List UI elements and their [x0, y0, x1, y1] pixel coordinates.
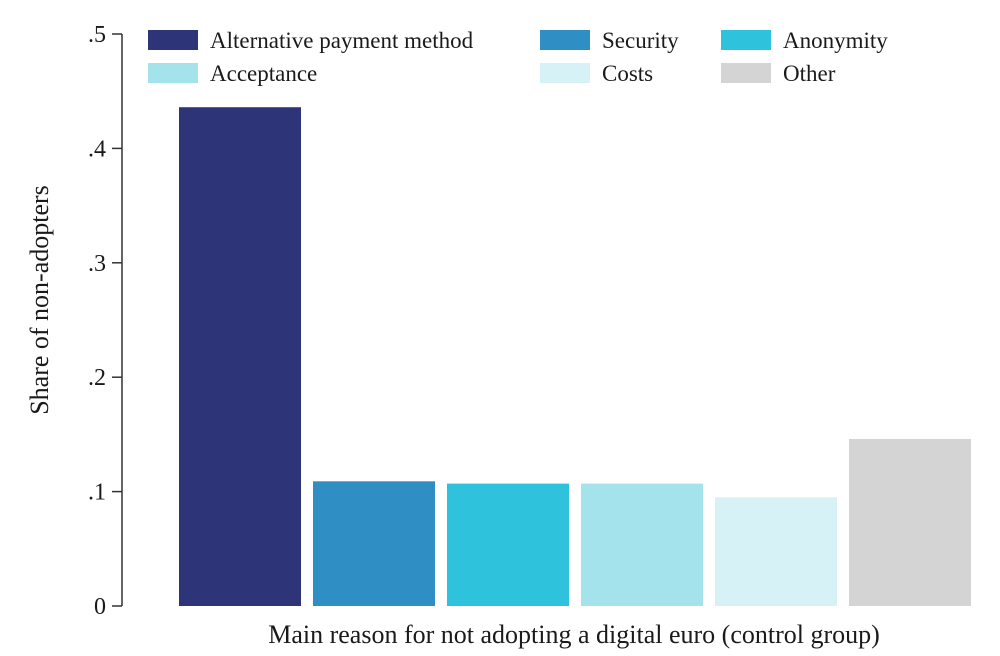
y-tick-label: .4: [88, 136, 106, 162]
legend-swatch: [148, 30, 198, 50]
legend-label: Costs: [602, 61, 653, 86]
legend-label: Alternative payment method: [210, 28, 474, 53]
legend-label: Security: [602, 28, 679, 53]
y-tick-label: .5: [88, 22, 106, 48]
y-tick-label: .3: [88, 251, 106, 277]
bar-security: [313, 481, 435, 606]
legend-item: Acceptance: [148, 61, 317, 86]
legend-swatch: [540, 30, 590, 50]
bars: [179, 107, 971, 606]
legend-swatch: [540, 63, 590, 83]
legend-swatch: [721, 63, 771, 83]
legend-item: Costs: [540, 61, 653, 86]
bar-anonymity: [447, 483, 569, 606]
y-axis: 0 .1 .2 .3 .4 .5: [88, 22, 123, 620]
legend-item: Alternative payment method: [148, 28, 474, 53]
legend-item: Security: [540, 28, 679, 53]
y-tick-label: 0: [94, 594, 106, 620]
bar-costs: [715, 497, 837, 606]
legend-label: Acceptance: [210, 61, 317, 86]
x-axis-title: Main reason for not adopting a digital e…: [268, 620, 880, 649]
bar-other: [849, 438, 971, 606]
bar-acceptance: [581, 483, 703, 606]
legend-item: Anonymity: [721, 28, 888, 53]
legend-item: Other: [721, 61, 836, 86]
legend-label: Other: [783, 61, 836, 86]
y-tick-label: .2: [88, 365, 106, 391]
legend-swatch: [721, 30, 771, 50]
y-axis-title: Share of non-adopters: [25, 185, 54, 415]
legend-label: Anonymity: [783, 28, 888, 53]
legend-swatch: [148, 63, 198, 83]
legend: Alternative payment method Security Anonym…: [148, 28, 888, 86]
bar-alternative-payment-method: [179, 107, 301, 606]
y-tick-label: .1: [88, 480, 106, 506]
